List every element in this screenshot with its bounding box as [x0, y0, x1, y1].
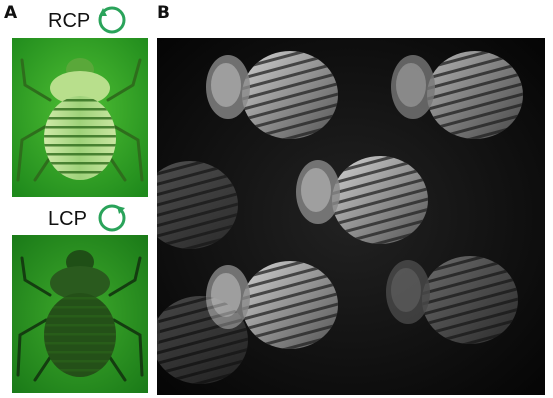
polarization-icon — [98, 6, 126, 34]
beetle-photo-lcp — [12, 235, 148, 393]
polarization-icon — [98, 204, 126, 232]
panel-label: A — [4, 3, 18, 23]
image-caption: LCP — [48, 208, 87, 230]
panel-label: B — [157, 3, 170, 23]
beetle-photo-rcp — [12, 38, 148, 197]
image-caption: RCP — [48, 10, 90, 32]
beetle-array-photo — [157, 38, 545, 395]
